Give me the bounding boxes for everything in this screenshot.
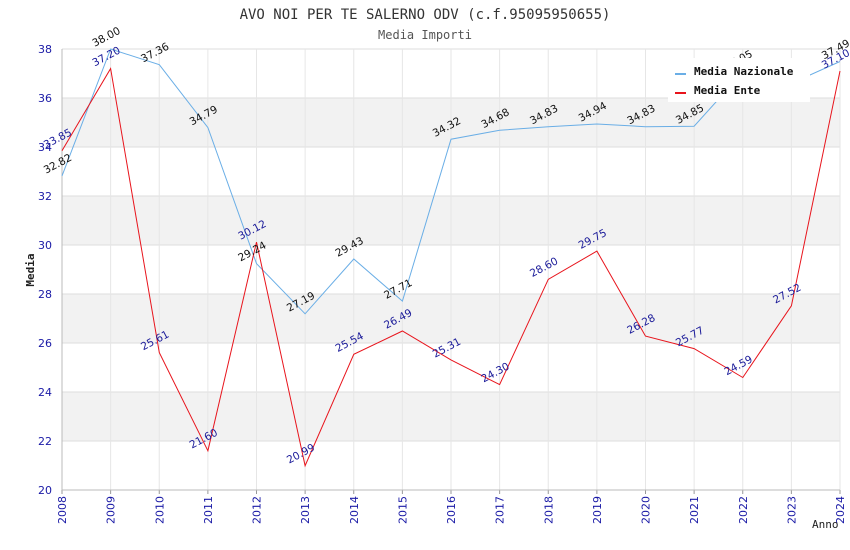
x-tick-label: 2014 (348, 496, 361, 524)
y-tick-label: 34 (38, 141, 52, 154)
data-label-nazionale: 32.82 (42, 152, 74, 177)
y-tick-label: 30 (38, 239, 52, 252)
y-tick-label: 26 (38, 337, 52, 350)
legend-entry-label: Media Ente (694, 84, 761, 97)
data-label-ente: 28.60 (528, 255, 560, 280)
x-tick-label: 2012 (251, 496, 264, 524)
x-tick-label: 2018 (542, 496, 555, 524)
legend-box (668, 58, 810, 102)
chart-title: AVO NOI PER TE SALERNO ODV (c.f.95095950… (240, 7, 611, 23)
x-tick-label: 2021 (688, 496, 701, 524)
x-tick-label: 2016 (445, 496, 458, 524)
series-lines (61, 48, 841, 468)
x-tick-label: 2011 (202, 496, 215, 524)
x-tick-label: 2023 (785, 496, 798, 524)
y-tick-label: 38 (38, 43, 52, 56)
x-tick-label: 2020 (640, 496, 653, 524)
y-tick-label: 36 (38, 92, 52, 105)
x-tick-label: 2017 (494, 496, 507, 524)
y-tick-label: 20 (38, 484, 52, 497)
legend-entry-label: Media Nazionale (694, 65, 794, 78)
y-tick-label: 24 (38, 386, 52, 399)
y-tick-label: 28 (38, 288, 52, 301)
x-tick-label: 2010 (153, 496, 166, 524)
x-axis-label: Anno (812, 518, 839, 531)
data-label-ente: 24.30 (479, 361, 511, 386)
x-tick-label: 2013 (299, 496, 312, 524)
series-line-media-ente (61, 67, 841, 468)
data-label-nazionale: 37.36 (139, 40, 171, 65)
x-tick-label: 2019 (591, 496, 604, 524)
y-tick-label: 22 (38, 435, 52, 448)
data-label-ente: 33.85 (42, 127, 74, 152)
x-tick-label: 2009 (105, 496, 118, 524)
legend: Media Nazionale Media Ente (668, 58, 810, 102)
x-tick-label: 2015 (396, 496, 409, 524)
series-line-media-nazionale (61, 48, 841, 315)
chart-subtitle: Media Importi (378, 28, 472, 42)
x-tick-label: 2008 (56, 496, 69, 524)
y-tick-label: 32 (38, 190, 52, 203)
x-tick-label: 2024 (834, 496, 847, 524)
data-label-nazionale: 38.00 (90, 25, 122, 50)
x-tick-label: 2022 (737, 496, 750, 524)
y-axis-label: Media (24, 253, 37, 286)
